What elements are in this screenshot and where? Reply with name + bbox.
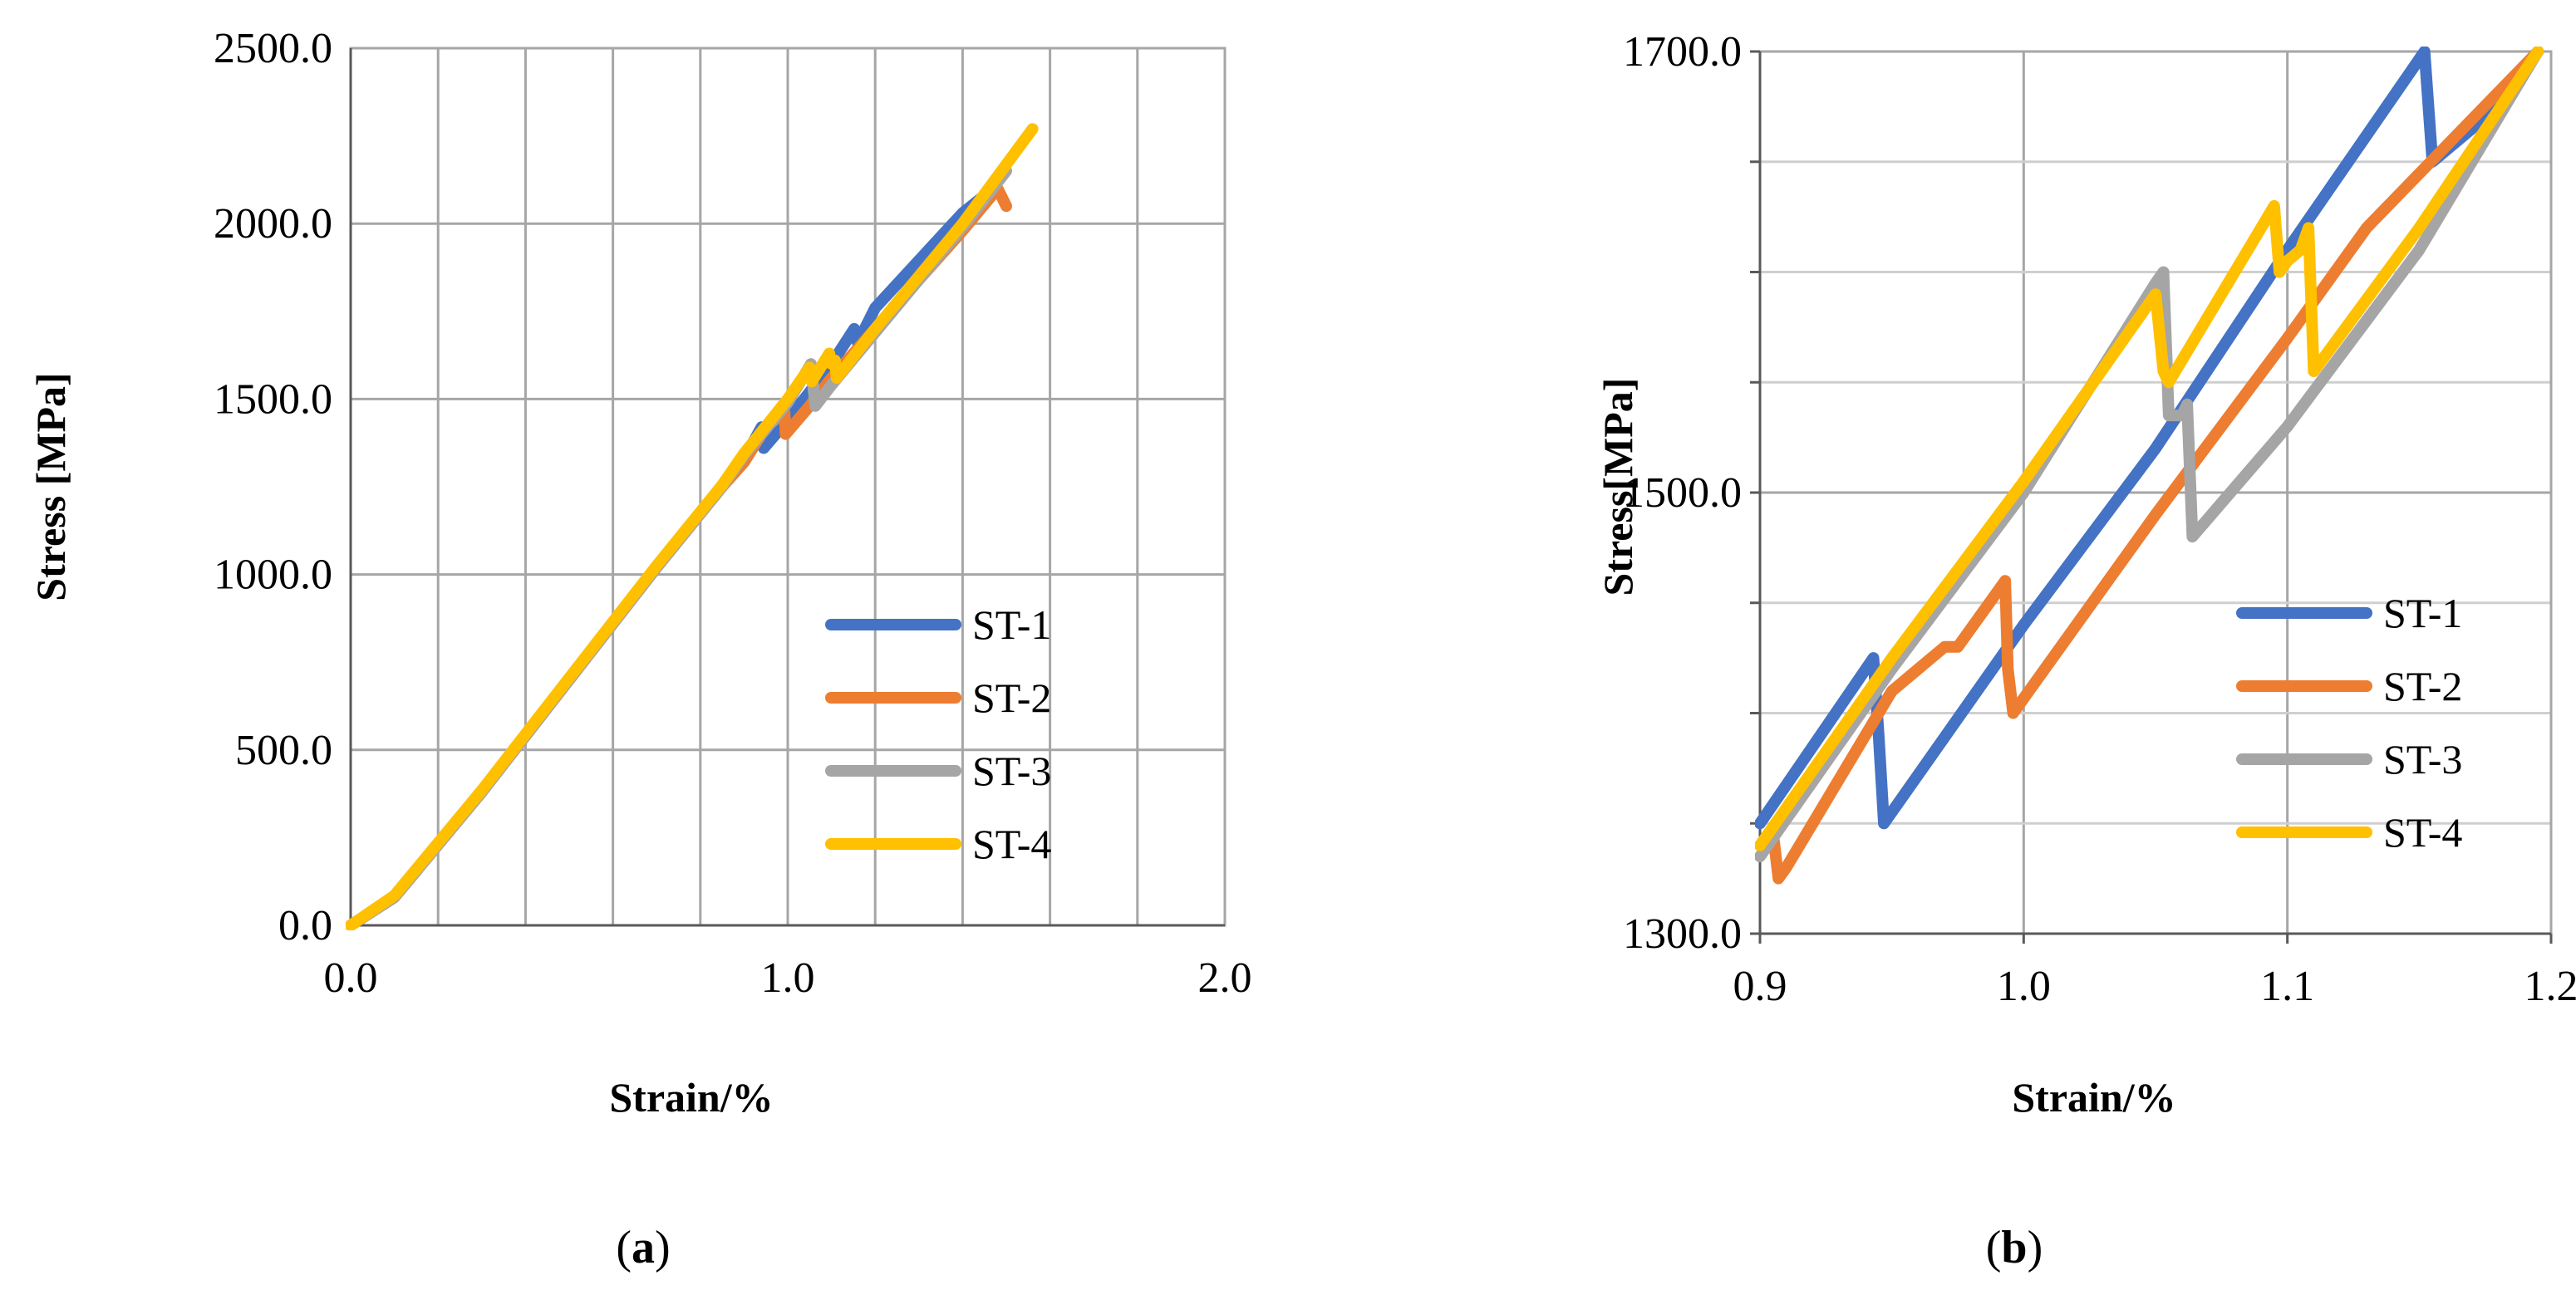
legend-label-st-2: ST-2 <box>2383 663 2462 709</box>
series-line-st-4 <box>1755 47 2544 851</box>
series-group <box>346 123 1039 930</box>
chart-panel-a: 0.0 1.0 2.0 0.0 500.0 1000.0 1500.0 2000.0 2500.… <box>27 25 1252 1273</box>
x-tick-label: 1.2 <box>2524 963 2576 1010</box>
stress-strain-chart-b: 0.9 1.0 1.1 1.2 1300.0 1500.0 1700.0 Strain/% St… <box>1595 28 2576 1273</box>
legend-label-st-3: ST-3 <box>2383 736 2462 782</box>
x-tick-label: 1.0 <box>1997 963 2051 1010</box>
series-line-st-3 <box>1755 47 2544 863</box>
panel-caption: (a) <box>616 1222 670 1273</box>
x-tick-label: 0.0 <box>324 954 378 1002</box>
y-tick-label: 1300.0 <box>1623 910 1742 958</box>
x-tick-label: 1.1 <box>2260 963 2314 1010</box>
series-line-st-4 <box>346 123 1039 930</box>
caption-letter: a <box>632 1222 655 1273</box>
caption-open-paren: ( <box>616 1222 632 1273</box>
caption-close-paren: ) <box>655 1222 671 1273</box>
legend-label-st-3: ST-3 <box>972 748 1051 794</box>
y-tick-label: 1700.0 <box>1623 28 1742 76</box>
series-group <box>1755 47 2544 885</box>
y-tick-label: 2000.0 <box>214 200 332 248</box>
y-tick-label: 2500.0 <box>214 25 332 72</box>
y-tick-label: 1500.0 <box>1623 469 1742 517</box>
y-axis-title: Stress[MPa] <box>1595 378 1641 596</box>
legend-label-st-1: ST-1 <box>972 601 1051 648</box>
x-axis-title: Strain/% <box>2012 1074 2175 1121</box>
series-line-st-2 <box>1755 47 2544 885</box>
y-axis-title: Stress [MPa] <box>27 372 74 601</box>
y-tick-label: 1500.0 <box>214 375 332 423</box>
caption-close-paren: ) <box>2028 1222 2043 1273</box>
x-tick-label: 0.9 <box>1733 963 1787 1010</box>
y-tick-label: 500.0 <box>235 727 332 774</box>
caption-open-paren: ( <box>1986 1222 2002 1273</box>
caption-letter: b <box>2001 1222 2027 1273</box>
legend-label-st-2: ST-2 <box>972 674 1051 721</box>
legend-label-st-4: ST-4 <box>2383 809 2462 856</box>
panel-caption: (b) <box>1986 1222 2043 1273</box>
x-axis-title: Strain/% <box>609 1074 773 1121</box>
stress-strain-chart-a: 0.0 1.0 2.0 0.0 500.0 1000.0 1500.0 2000.0 2500.… <box>27 25 1252 1273</box>
y-tick-label: 1000.0 <box>214 552 332 599</box>
x-tick-label: 1.0 <box>761 954 815 1002</box>
chart-panel-b: 0.9 1.0 1.1 1.2 1300.0 1500.0 1700.0 Strain/% St… <box>1288 0 2576 1290</box>
y-tick-label: 0.0 <box>278 902 332 949</box>
x-tick-label: 2.0 <box>1198 954 1252 1002</box>
legend-label-st-4: ST-4 <box>972 821 1051 867</box>
legend-label-st-1: ST-1 <box>2383 590 2462 636</box>
